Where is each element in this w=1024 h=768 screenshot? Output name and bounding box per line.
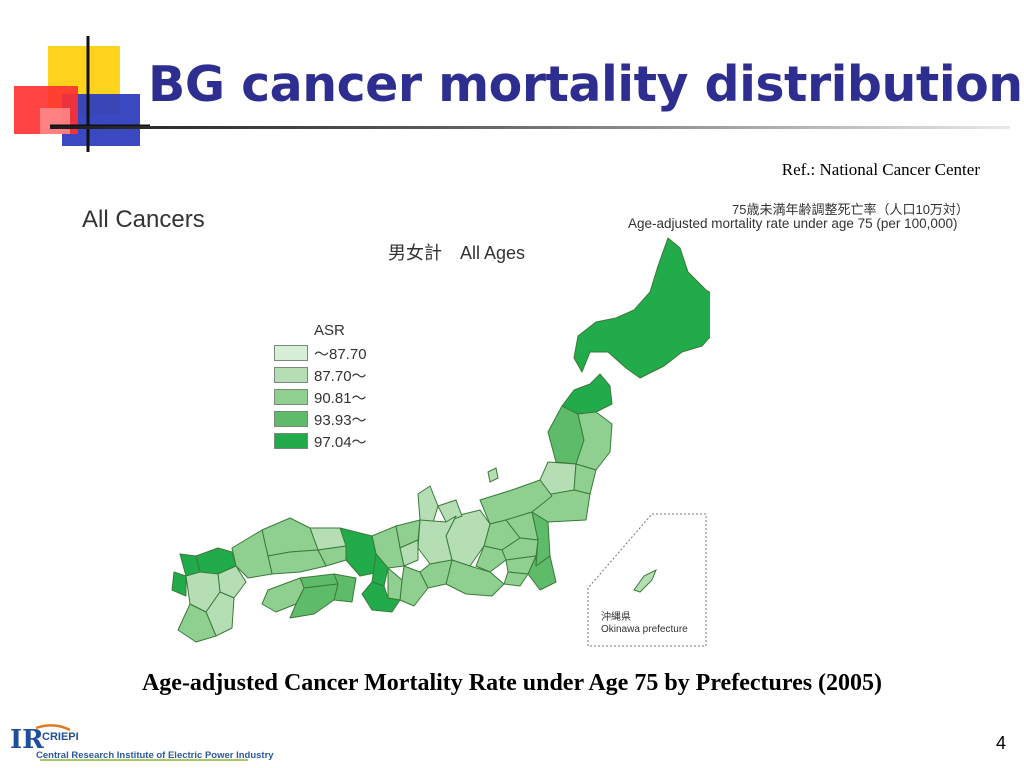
map-subheading: 男女計 All Ages: [388, 243, 526, 263]
okinawa-label-japanese: 沖縄県: [601, 612, 631, 623]
tokushima: [333, 573, 357, 603]
logo-short-name: CRIEPI: [42, 731, 79, 743]
legend-swatch: [274, 345, 308, 361]
map-heading: All Cancers: [82, 206, 205, 233]
legend-swatch: [274, 411, 308, 427]
okinawa-label-english: Okinawa prefecture: [601, 624, 688, 635]
legend-swatch: [274, 389, 308, 405]
gifu: [417, 515, 457, 565]
legend-swatch: [274, 367, 308, 383]
legend-label: 87.70～: [314, 367, 367, 385]
slide-title: BG cancer mortality distribution: [148, 56, 1023, 113]
miyagi: [573, 463, 597, 495]
map-legend: ASR ～87.70 87.70～ 90.81～ 93.93～ 97.04～: [274, 322, 367, 452]
wakayama: [361, 581, 401, 613]
kagoshima: [177, 603, 217, 643]
aomori: [561, 373, 613, 415]
legend-item: 93.93～: [274, 408, 367, 430]
okinawa-island: [633, 568, 657, 593]
legend-label: ～87.70: [314, 345, 367, 363]
rate-label-japanese: 75歳未満年齢調整死亡率（人口10万対）: [732, 202, 969, 217]
legend-swatch: [274, 433, 308, 449]
shizuoka: [445, 559, 505, 597]
legend-item: 90.81～: [274, 386, 367, 408]
title-divider: [50, 126, 1010, 129]
okinawa-inset-frame: [587, 513, 707, 647]
legend-item: 87.70～: [274, 364, 367, 386]
ishikawa: [417, 485, 439, 527]
okinawa-label: 沖縄県 Okinawa prefecture: [601, 612, 688, 636]
aichi: [419, 559, 453, 589]
slide-caption: Age-adjusted Cancer Mortality Rate under…: [141, 670, 883, 696]
kanagawa: [503, 571, 529, 587]
rate-label-english: Age-adjusted mortality rate under age 75…: [628, 216, 958, 231]
legend-title: ASR: [314, 322, 345, 339]
legend-label: 90.81～: [314, 389, 367, 407]
hokkaido: [573, 237, 710, 379]
legend-label: 97.04～: [314, 433, 367, 451]
logo-mark: IR: [10, 725, 44, 755]
logo-organization-name: Central Research Institute of Electric P…: [36, 750, 274, 761]
criepi-logo: IR CRIEPI: [10, 724, 248, 761]
reference-note: Ref.: National Cancer Center: [781, 160, 980, 179]
sado-island: [487, 467, 499, 483]
legend-label: 93.93～: [314, 411, 367, 429]
nara: [387, 567, 403, 601]
legend-item: 97.04～: [274, 430, 367, 452]
kochi: [289, 583, 339, 619]
iwate: [575, 411, 613, 471]
nagasaki: [171, 571, 187, 597]
yamanashi: [475, 545, 507, 573]
title-decoration: [14, 36, 150, 152]
page-number: 4: [995, 733, 1006, 753]
japan-prefecture-map: [171, 237, 710, 647]
legend-item: ～87.70: [274, 342, 367, 364]
miyazaki: [205, 591, 235, 637]
